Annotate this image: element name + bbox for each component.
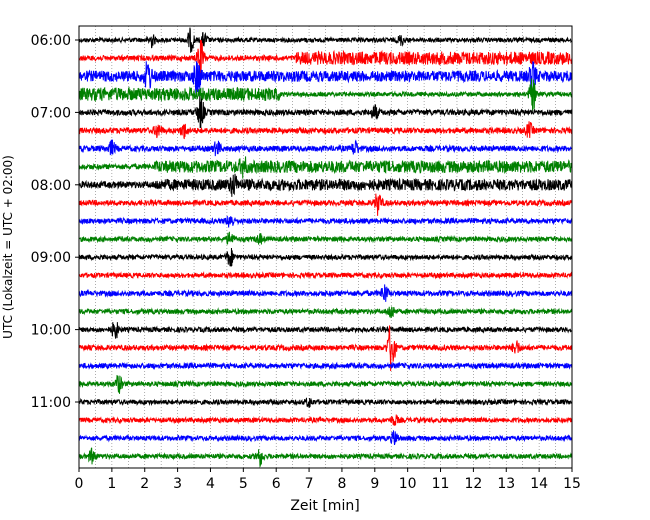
y-tick-label: 06:00 (31, 33, 71, 49)
trace-1130 (78, 430, 573, 446)
x-tick-label: 3 (173, 476, 182, 492)
x-tick-label: 7 (305, 476, 314, 492)
x-tick-label: 6 (272, 476, 281, 492)
x-tick-label: 10 (399, 476, 417, 492)
trace-1100 (78, 397, 573, 408)
trace-0815 (78, 193, 573, 216)
x-axis-ticks: 0 1 2 3 4 5 6 7 8 9 10 11 12 13 14 15 (75, 468, 581, 492)
trace-0645 (78, 78, 573, 111)
trace-0715 (78, 121, 573, 140)
trace-0845 (78, 231, 573, 245)
y-tick-label: 08:00 (31, 178, 71, 194)
seismic-traces (78, 27, 573, 467)
plot-frame (78, 25, 573, 469)
trace-0900 (78, 248, 573, 267)
x-tick-label: 11 (432, 476, 450, 492)
trace-0630 (78, 61, 573, 94)
trace-0745 (78, 156, 573, 179)
x-tick-label: 5 (239, 476, 248, 492)
trace-1000 (78, 322, 573, 339)
x-tick-label: 9 (370, 476, 379, 492)
x-tick-label: 2 (140, 476, 149, 492)
x-tick-label: 14 (530, 476, 548, 492)
y-tick-label: 07:00 (31, 105, 71, 121)
trace-0600 (78, 27, 573, 53)
trace-0700 (78, 96, 573, 129)
trace-1045 (78, 374, 573, 394)
x-tick-label: 13 (497, 476, 515, 492)
trace-1115 (78, 414, 573, 427)
trace-1015 (78, 325, 573, 371)
trace-0915 (78, 270, 573, 280)
trace-0945 (78, 306, 573, 319)
x-axis-label: Zeit [min] (290, 498, 359, 514)
y-axis-ticks: 06:00 07:00 08:00 09:00 10:00 11:00 (31, 33, 79, 411)
trace-0730 (78, 139, 573, 157)
trace-0930 (78, 284, 573, 302)
x-tick-label: 0 (75, 476, 84, 492)
y-tick-label: 09:00 (31, 250, 71, 266)
trace-0615 (78, 39, 573, 78)
x-tick-label: 8 (337, 476, 346, 492)
y-tick-label: 11:00 (31, 395, 71, 411)
x-tick-label: 1 (107, 476, 116, 492)
y-axis-label: UTC (Lokalzeit = UTC + 02:00) (1, 155, 15, 339)
trace-1030 (78, 361, 573, 371)
x-tick-label: 4 (206, 476, 215, 492)
y-tick-label: 10:00 (31, 323, 71, 339)
x-tick-label: 12 (464, 476, 482, 492)
x-tick-label: 15 (563, 476, 581, 492)
trace-0800 (78, 173, 573, 197)
trace-0830 (78, 215, 573, 228)
trace-1145 (78, 447, 573, 467)
